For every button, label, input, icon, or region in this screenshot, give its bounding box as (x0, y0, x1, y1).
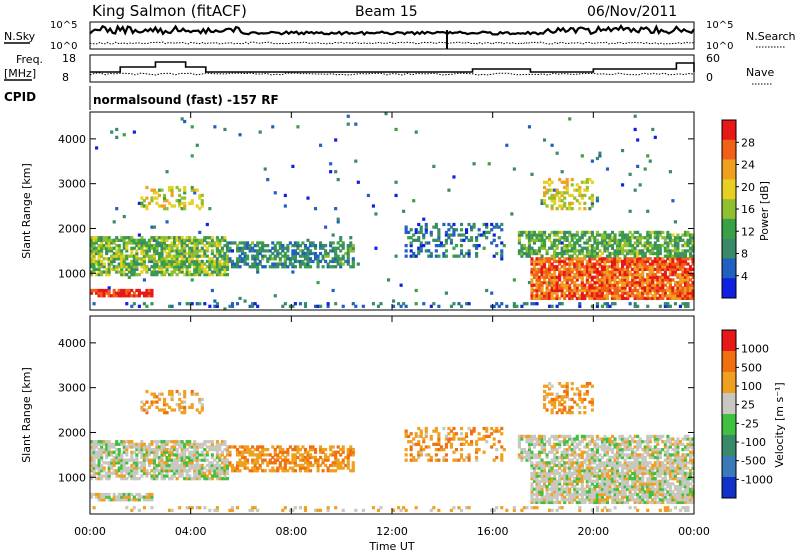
freq-tick-hi: 18 (62, 52, 76, 65)
nsky-label: N.Sky (4, 30, 36, 43)
time-axis: 00:00 04:00 08:00 12:00 16:00 20:00 00:00 (74, 112, 710, 538)
y-tick-label: 3000 (58, 382, 86, 395)
nsearch-tick-hi: 10^5 (706, 20, 733, 31)
colorbar-swatch (722, 330, 736, 352)
colorbar-swatch (722, 456, 736, 478)
colorbar-swatch (722, 393, 736, 415)
colorbar-swatch (722, 199, 736, 220)
freq-label: Freq. (16, 53, 43, 66)
power-colorbar: 28 24 20 16 12 8 4 (721, 119, 755, 299)
velocity-colorbar: 1000 500 100 25 -25 -100 -500 -1000 (721, 329, 773, 499)
freq-panel (89, 54, 695, 83)
nsearch-series (89, 41, 695, 45)
colorbar-tick: -500 (741, 455, 766, 468)
colorbar-swatch (722, 351, 736, 373)
y-tick-label: 2000 (58, 426, 86, 439)
power-heatmap (90, 112, 695, 311)
colorbar-tick: 24 (741, 159, 755, 172)
colorbar-tick: -100 (741, 436, 766, 449)
y-tick-label: 4000 (58, 133, 86, 146)
colorbar-swatch (722, 258, 736, 279)
colorbar-tick: 500 (741, 361, 762, 374)
colorbar-swatch (722, 139, 736, 160)
y-tick-label: 3000 (58, 178, 86, 191)
colorbar-swatch (722, 159, 736, 180)
time-axis-label: Time UT (368, 540, 414, 553)
power-colorbar-label: Power [dB] (758, 181, 771, 241)
nsearch-label: N.Search (746, 30, 796, 43)
colorbar-swatch (722, 120, 736, 141)
velocity-heatmap (90, 382, 695, 512)
colorbar-tick: 8 (741, 248, 748, 261)
colorbar-tick: 16 (741, 203, 755, 216)
colorbar-swatch (722, 414, 736, 436)
nsky-tick-hi: 10^5 (50, 20, 77, 31)
colorbar-tick: -25 (741, 417, 759, 430)
nave-series (89, 72, 695, 76)
colorbar-swatch (722, 435, 736, 457)
colorbar-tick: 20 (741, 181, 755, 194)
power-ylabel: Slant Range [km] (20, 163, 33, 259)
nave-label: Nave (746, 66, 774, 79)
cpid-label: CPID (4, 90, 36, 104)
colorbar-swatch (722, 372, 736, 394)
freq-series (90, 61, 695, 73)
velocity-ylabel: Slant Range [km] (20, 367, 33, 463)
colorbar-tick: 4 (741, 270, 748, 283)
nave-tick-hi: 60 (706, 52, 720, 65)
colorbar-tick: 1000 (741, 343, 769, 356)
y-tick-label: 1000 (58, 267, 86, 280)
x-tick-label: 12:00 (376, 525, 408, 538)
velocity-colorbar-label: Velocity [m s⁻¹] (773, 382, 786, 467)
velocity-y-axis: 1000 2000 3000 4000 (58, 337, 694, 484)
cpid-text: normalsound (fast) -157 RF (93, 93, 279, 107)
colorbar-swatch (722, 238, 736, 259)
colorbar-tick: 25 (741, 399, 755, 412)
x-tick-label: 00:00 (74, 525, 106, 538)
y-tick-label: 4000 (58, 337, 86, 350)
nsky-tick-lo: 10^0 (50, 41, 77, 52)
colorbar-tick: 12 (741, 225, 755, 238)
colorbar-tick: -1000 (741, 473, 773, 486)
freq-tick-lo: 8 (62, 71, 69, 84)
y-tick-label: 2000 (58, 222, 86, 235)
date-title: 06/Nov/2011 (587, 4, 677, 20)
colorbar-swatch (722, 218, 736, 239)
x-tick-label: 00:00 (678, 525, 710, 538)
colorbar-swatch (722, 278, 736, 299)
x-tick-label: 08:00 (275, 525, 307, 538)
colorbar-tick: 100 (741, 380, 762, 393)
freq-unit-label: [MHz] (4, 67, 36, 80)
nsky-panel (89, 21, 695, 50)
x-tick-label: 16:00 (477, 525, 509, 538)
nsky-series (89, 24, 695, 37)
nsearch-tick-lo: 10^0 (706, 41, 733, 52)
colorbar-tick: 28 (741, 136, 755, 149)
x-tick-label: 20:00 (577, 525, 609, 538)
nave-tick-lo: 0 (706, 71, 713, 84)
x-tick-label: 04:00 (175, 525, 207, 538)
colorbar-swatch (722, 477, 736, 499)
colorbar-swatch (722, 179, 736, 200)
beam-title: Beam 15 (355, 4, 418, 20)
y-tick-label: 1000 (58, 471, 86, 484)
power-y-axis: 1000 2000 3000 4000 (58, 133, 694, 280)
station-title: King Salmon (fitACF) (92, 2, 247, 20)
